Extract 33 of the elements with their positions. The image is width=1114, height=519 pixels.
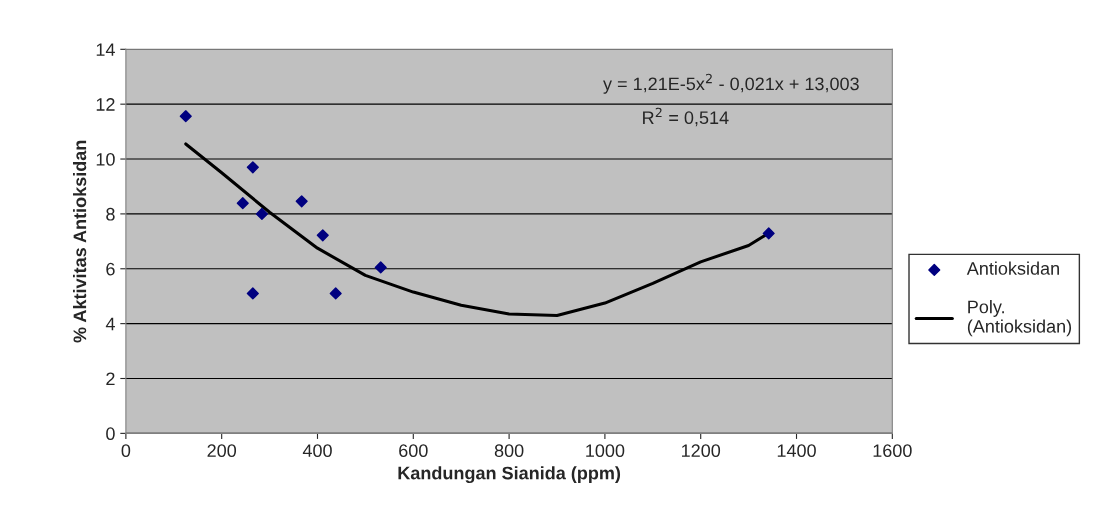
point xyxy=(179,110,192,123)
y-axis-title: % Aktivitas Antioksidan xyxy=(73,140,87,343)
y-tick-label: 14 xyxy=(96,43,115,56)
annotation: R$^{2}$ = 0,514 xyxy=(643,107,729,127)
point xyxy=(329,287,342,300)
x-tick-label: 1400 xyxy=(777,444,816,458)
point xyxy=(295,195,308,208)
point xyxy=(374,261,387,274)
x-axis-title: Kandungan Sianida (ppm) xyxy=(398,466,621,484)
point xyxy=(762,227,775,240)
annotation: y = 1,21E-5x$^{2}$ - 0,021x + 13,003 xyxy=(603,73,859,94)
x-tick-label: 1600 xyxy=(873,444,912,458)
x-tick-label: 400 xyxy=(302,444,332,458)
y-tick-label: 12 xyxy=(96,98,115,111)
y-tick-label: 6 xyxy=(106,262,115,276)
point xyxy=(246,287,259,300)
point xyxy=(255,207,268,220)
point xyxy=(236,197,249,210)
y-tick-label: 8 xyxy=(106,207,115,221)
y-tick-label: 0 xyxy=(106,427,115,441)
y-tick-label: 2 xyxy=(106,372,115,386)
point xyxy=(316,229,329,242)
y-tick-label: 10 xyxy=(96,152,115,166)
legend-label: Antioksidan xyxy=(966,261,1059,275)
y-tick-label: 4 xyxy=(105,317,115,331)
x-tick-label: 200 xyxy=(207,444,237,458)
x-tick-label: 0 xyxy=(121,444,131,458)
x-tick-label: 800 xyxy=(494,444,524,458)
point xyxy=(246,161,259,174)
x-tick-label: 1000 xyxy=(586,444,625,458)
x-tick-label: 600 xyxy=(399,444,428,458)
x-tick-label: 1200 xyxy=(682,444,721,458)
legend-label: Poly. (Antioksidan) xyxy=(967,300,1072,337)
